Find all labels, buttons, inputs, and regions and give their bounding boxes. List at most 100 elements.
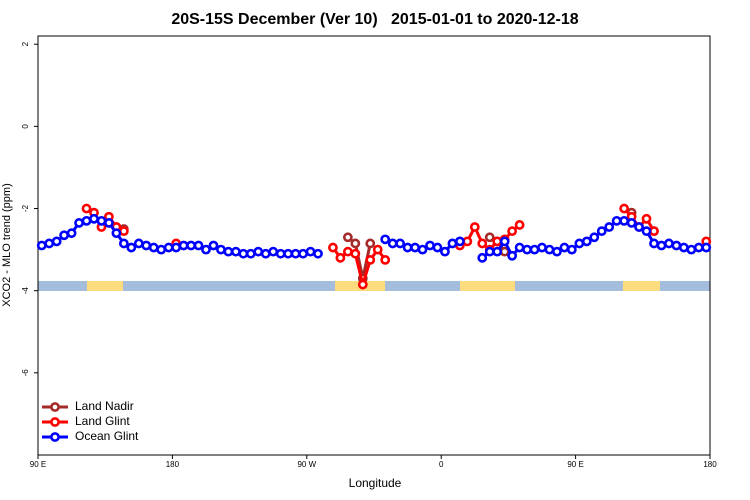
legend-marker: [50, 402, 60, 412]
land-region: [622, 281, 660, 291]
series-point: [581, 236, 592, 247]
series-point: [484, 246, 495, 257]
legend-label: Land Glint: [75, 414, 130, 428]
series-point: [626, 218, 637, 228]
series-point: [484, 232, 495, 243]
series-point: [59, 230, 70, 241]
chart-title: 20S-15S December (Ver 10) 2015-01-01 to …: [171, 11, 578, 28]
series-point: [410, 242, 420, 253]
series-point: [604, 222, 615, 232]
series-point: [701, 242, 712, 253]
series-point: [544, 244, 555, 255]
series-point: [81, 215, 92, 226]
series-point: [335, 252, 346, 263]
series-point: [178, 240, 189, 251]
series-point: [216, 244, 226, 255]
series-point: [477, 238, 488, 249]
series-point: [537, 242, 547, 253]
series-point: [499, 236, 510, 247]
series-point: [693, 242, 704, 253]
series-point: [402, 242, 413, 253]
series-point: [619, 215, 630, 226]
series-point: [596, 226, 607, 237]
series-point: [208, 240, 219, 251]
series-point: [440, 246, 450, 257]
series-point: [223, 246, 234, 257]
series-point: [380, 234, 391, 245]
series-point: [566, 244, 577, 255]
series-point: [425, 240, 435, 251]
series-point: [104, 218, 114, 228]
series-point: [44, 238, 55, 249]
series-point: [118, 238, 129, 249]
series-point: [148, 242, 159, 253]
series-point: [193, 240, 204, 251]
series-point: [141, 240, 152, 251]
legend-marker: [50, 417, 60, 427]
y-tick-label: -6: [21, 369, 30, 377]
x-tick-label: 90 E: [30, 460, 46, 469]
y-tick-label: 0: [21, 124, 30, 129]
y-tick-label: -4: [21, 287, 30, 295]
x-tick-label: 90 E: [567, 460, 583, 469]
series-point: [313, 248, 323, 259]
series-point: [36, 240, 47, 251]
legend-label: Land Nadir: [75, 399, 134, 413]
y-tick-label: -2: [21, 204, 30, 212]
series-point: [118, 226, 129, 237]
land-region: [460, 281, 515, 291]
land-region: [86, 281, 123, 291]
series-point: [126, 242, 137, 253]
series-point: [619, 203, 630, 214]
series-point: [380, 254, 391, 265]
series-point: [268, 246, 279, 257]
series-point: [395, 238, 406, 249]
series-point: [230, 246, 241, 257]
series-point: [634, 222, 644, 232]
series-point: [133, 238, 144, 249]
series-point: [454, 236, 465, 247]
series-point: [469, 222, 480, 232]
series-point: [328, 242, 338, 253]
series-point: [678, 242, 689, 253]
series-point: [417, 244, 428, 255]
series-point: [529, 244, 540, 255]
series-point: [507, 250, 518, 261]
series-point: [201, 244, 211, 255]
series-point: [66, 228, 77, 239]
series-point: [492, 236, 503, 247]
x-axis-label: Longitude: [349, 476, 402, 490]
series-point: [641, 226, 652, 237]
series-point: [111, 228, 122, 239]
legend-label: Ocean Glint: [75, 429, 139, 443]
series-point: [514, 220, 525, 230]
series-point: [365, 238, 376, 249]
legend-marker: [50, 432, 60, 442]
series-point: [253, 246, 264, 257]
series-point: [342, 246, 353, 257]
series-point: [477, 252, 488, 263]
series-point: [81, 203, 92, 214]
series-point: [387, 238, 398, 249]
series-point: [492, 246, 503, 257]
series-point: [298, 248, 308, 259]
series-point: [163, 242, 174, 253]
x-tick-label: 90 W: [297, 460, 316, 469]
series-point: [552, 246, 562, 257]
series-point: [260, 248, 271, 259]
series-point: [283, 248, 294, 259]
series-point: [156, 244, 167, 255]
series-point: [372, 244, 383, 255]
series-point: [447, 238, 458, 249]
series-point: [245, 248, 256, 259]
series-point: [238, 248, 249, 259]
series-point: [186, 240, 196, 251]
series-point: [432, 242, 443, 253]
series-point: [74, 218, 84, 228]
series-point: [686, 244, 697, 255]
x-tick-label: 180: [703, 460, 717, 469]
series-point: [559, 242, 570, 253]
series-point: [350, 238, 361, 249]
x-tick-label: 0: [439, 460, 444, 469]
